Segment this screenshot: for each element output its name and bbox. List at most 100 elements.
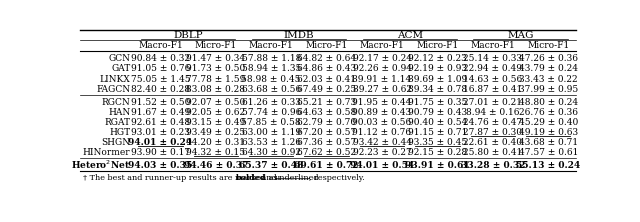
Text: 93.91 ± 0.61: 93.91 ± 0.61 — [405, 161, 470, 170]
Text: 43.68 ± 0.71: 43.68 ± 0.71 — [519, 138, 578, 147]
Text: 64.30 ± 0.92: 64.30 ± 0.92 — [242, 148, 301, 157]
Text: 67.20 ± 0.57: 67.20 ± 0.57 — [297, 128, 356, 137]
Text: 64.63 ± 0.58: 64.63 ± 0.58 — [297, 108, 356, 117]
Text: 57.74 ± 0.96: 57.74 ± 0.96 — [241, 108, 301, 117]
Text: 64.82 ± 0.64: 64.82 ± 0.64 — [297, 54, 356, 63]
Text: 22.61 ± 0.40: 22.61 ± 0.40 — [463, 138, 522, 147]
Text: 63.68 ± 0.56: 63.68 ± 0.56 — [242, 85, 301, 93]
Text: Micro-F1: Micro-F1 — [195, 41, 237, 50]
Text: 16.87 ± 0.41: 16.87 ± 0.41 — [463, 85, 522, 93]
Text: 62.79 ± 0.70: 62.79 ± 0.70 — [297, 118, 356, 127]
Text: 63.53 ± 1.26: 63.53 ± 1.26 — [242, 138, 301, 147]
Text: ACM: ACM — [397, 31, 423, 40]
Text: 67.36 ± 0.57: 67.36 ± 0.57 — [297, 138, 356, 147]
Text: 77.78 ± 1.59: 77.78 ± 1.59 — [186, 75, 246, 83]
Text: 75.05 ± 1.45: 75.05 ± 1.45 — [131, 75, 190, 83]
Text: DBLP: DBLP — [173, 31, 203, 40]
Text: 22.94 ± 0.49: 22.94 ± 0.49 — [463, 64, 522, 73]
Text: 26.76 ± 0.36: 26.76 ± 0.36 — [519, 108, 578, 117]
Text: 89.69 ± 1.09: 89.69 ± 1.09 — [408, 75, 467, 83]
Text: GCN: GCN — [108, 54, 131, 63]
Text: 91.75 ± 0.35: 91.75 ± 0.35 — [408, 98, 467, 107]
Text: SHGN: SHGN — [101, 138, 131, 147]
Text: 94.03 ± 0.35: 94.03 ± 0.35 — [128, 161, 193, 170]
Text: 48.80 ± 0.24: 48.80 ± 0.24 — [519, 98, 578, 107]
Text: 37.99 ± 0.95: 37.99 ± 0.95 — [518, 85, 578, 93]
Text: 92.15 ± 0.28: 92.15 ± 0.28 — [408, 148, 467, 157]
Text: Macro-F1: Macro-F1 — [470, 41, 515, 50]
Text: 90.84 ± 0.32: 90.84 ± 0.32 — [131, 54, 190, 63]
Text: FAGCN: FAGCN — [96, 85, 131, 93]
Text: 93.01 ± 0.23: 93.01 ± 0.23 — [131, 128, 190, 137]
Text: 90.89 ± 0.43: 90.89 ± 0.43 — [353, 108, 412, 117]
Text: 83.08 ± 0.28: 83.08 ± 0.28 — [186, 85, 245, 93]
Text: 89.27 ± 0.62: 89.27 ± 0.62 — [353, 85, 412, 93]
Text: , respectively.: , respectively. — [309, 174, 365, 182]
Text: 94.01 ± 0.54: 94.01 ± 0.54 — [350, 161, 414, 170]
Text: Hetero$^2$Net: Hetero$^2$Net — [71, 159, 131, 171]
Text: 58.98 ± 0.45: 58.98 ± 0.45 — [241, 75, 301, 83]
Text: 14.63 ± 0.56: 14.63 ± 0.56 — [463, 75, 522, 83]
Text: 63.00 ± 1.19: 63.00 ± 1.19 — [242, 128, 301, 137]
Text: HAN: HAN — [108, 108, 131, 117]
Text: 94.32 ± 0.15: 94.32 ± 0.15 — [186, 148, 245, 157]
Text: 92.23 ± 0.27: 92.23 ± 0.27 — [353, 148, 412, 157]
Text: 65.21 ± 0.73: 65.21 ± 0.73 — [297, 98, 356, 107]
Text: 91.52 ± 0.50: 91.52 ± 0.50 — [131, 98, 190, 107]
Text: 33.28 ± 0.32: 33.28 ± 0.32 — [461, 161, 525, 170]
Text: 93.35 ± 0.45: 93.35 ± 0.45 — [408, 138, 467, 147]
Text: Micro-F1: Micro-F1 — [417, 41, 459, 50]
Text: 93.49 ± 0.25: 93.49 ± 0.25 — [186, 128, 245, 137]
Text: 25.80 ± 0.41: 25.80 ± 0.41 — [463, 148, 522, 157]
Text: Macro-F1: Macro-F1 — [138, 41, 183, 50]
Text: and: and — [259, 174, 279, 182]
Text: LINKX: LINKX — [100, 75, 131, 83]
Text: 47.57 ± 0.61: 47.57 ± 0.61 — [518, 148, 578, 157]
Text: 69.61 ± 0.72: 69.61 ± 0.72 — [294, 161, 359, 170]
Text: 45.29 ± 0.40: 45.29 ± 0.40 — [518, 118, 578, 127]
Text: 92.26 ± 0.94: 92.26 ± 0.94 — [353, 64, 412, 73]
Text: 92.61 ± 0.48: 92.61 ± 0.48 — [131, 118, 190, 127]
Text: 91.47 ± 0.34: 91.47 ± 0.34 — [186, 54, 245, 63]
Text: 94.01 ± 0.24: 94.01 ± 0.24 — [129, 138, 193, 147]
Text: 25.14 ± 0.33: 25.14 ± 0.33 — [463, 54, 522, 63]
Text: 67.49 ± 0.25: 67.49 ± 0.25 — [297, 85, 356, 93]
Text: 58.94 ± 1.35: 58.94 ± 1.35 — [241, 64, 301, 73]
Text: 92.12 ± 0.23: 92.12 ± 0.23 — [408, 54, 467, 63]
Text: RGCN: RGCN — [102, 98, 131, 107]
Text: 61.26 ± 0.33: 61.26 ± 0.33 — [242, 98, 301, 107]
Text: 49.19 ± 0.63: 49.19 ± 0.63 — [519, 128, 578, 137]
Text: Micro-F1: Micro-F1 — [527, 41, 570, 50]
Text: 67.62 ± 0.52: 67.62 ± 0.52 — [297, 148, 356, 157]
Text: 8.94 ± 0.16: 8.94 ± 0.16 — [466, 108, 520, 117]
Text: 91.05 ± 0.76: 91.05 ± 0.76 — [131, 64, 190, 73]
Text: 24.76 ± 0.47: 24.76 ± 0.47 — [463, 118, 522, 127]
Text: IMDB: IMDB — [284, 31, 314, 40]
Text: 93.42 ± 0.44: 93.42 ± 0.44 — [353, 138, 412, 147]
Text: 62.03 ± 0.41: 62.03 ± 0.41 — [297, 75, 356, 83]
Text: 90.40 ± 0.54: 90.40 ± 0.54 — [408, 118, 467, 127]
Text: 94.20 ± 0.31: 94.20 ± 0.31 — [186, 138, 245, 147]
Text: 92.07 ± 0.50: 92.07 ± 0.50 — [186, 98, 246, 107]
Text: underlined: underlined — [275, 174, 319, 182]
Text: 33.43 ± 0.22: 33.43 ± 0.22 — [519, 75, 578, 83]
Text: 91.67 ± 0.49: 91.67 ± 0.49 — [131, 108, 190, 117]
Text: Micro-F1: Micro-F1 — [305, 41, 348, 50]
Text: 57.88 ± 1.18: 57.88 ± 1.18 — [241, 54, 301, 63]
Text: 90.03 ± 0.56: 90.03 ± 0.56 — [353, 118, 412, 127]
Text: RGAT: RGAT — [104, 118, 131, 127]
Text: bolded: bolded — [236, 174, 266, 182]
Text: 89.91 ± 1.14: 89.91 ± 1.14 — [353, 75, 412, 83]
Text: MAG: MAG — [508, 31, 534, 40]
Text: HINormer: HINormer — [83, 148, 131, 157]
Text: 82.40 ± 0.28: 82.40 ± 0.28 — [131, 85, 190, 93]
Text: 57.85 ± 0.58: 57.85 ± 0.58 — [241, 118, 301, 127]
Text: 27.01 ± 0.21: 27.01 ± 0.21 — [463, 98, 522, 107]
Text: 55.13 ± 0.24: 55.13 ± 0.24 — [516, 161, 580, 170]
Text: 91.95 ± 0.44: 91.95 ± 0.44 — [353, 98, 412, 107]
Text: 94.46 ± 0.37: 94.46 ± 0.37 — [184, 161, 248, 170]
Text: † The best and runner-up results are marked as: † The best and runner-up results are mar… — [83, 174, 280, 182]
Text: 92.05 ± 0.62: 92.05 ± 0.62 — [186, 108, 245, 117]
Text: 27.87 ± 0.30: 27.87 ± 0.30 — [463, 128, 522, 137]
Text: 91.15 ± 0.71: 91.15 ± 0.71 — [408, 128, 467, 137]
